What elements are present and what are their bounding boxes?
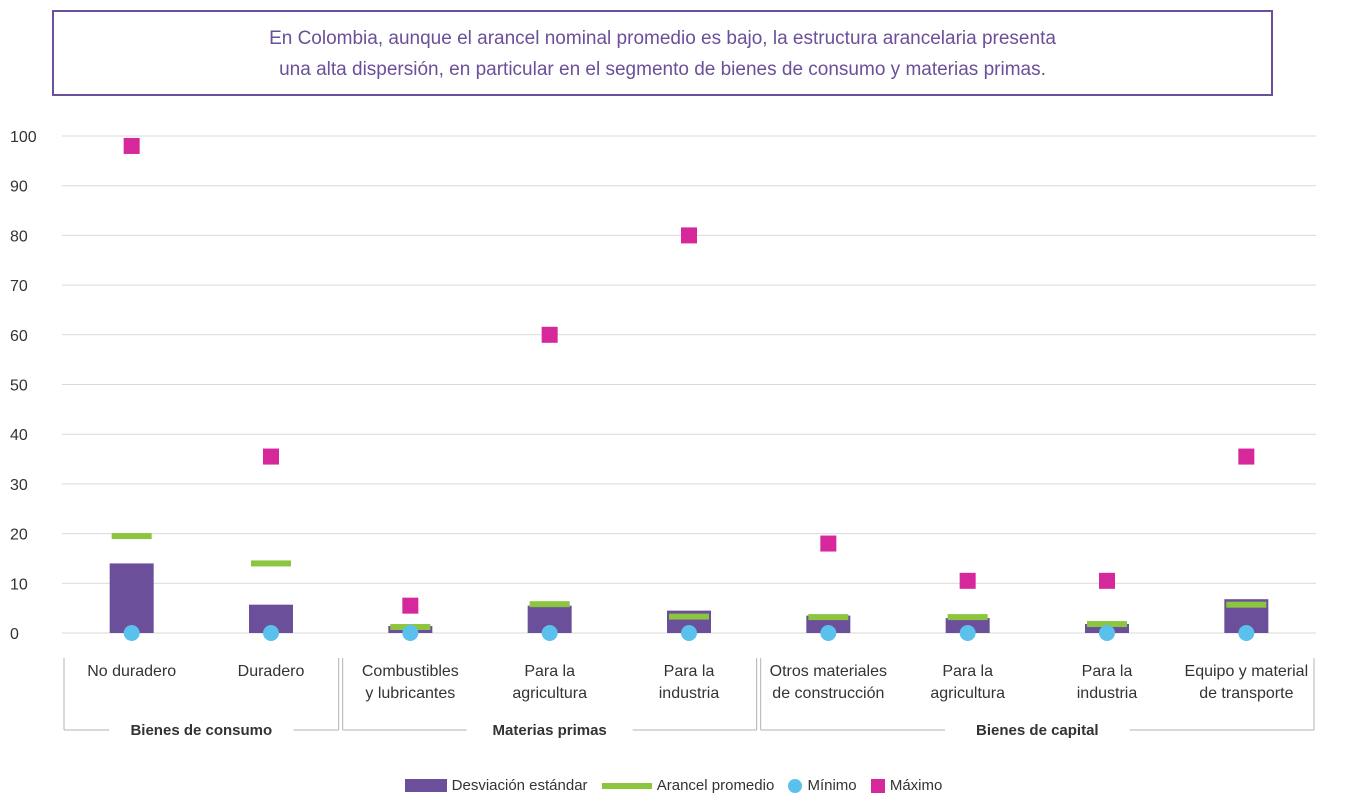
y-tick-label: 80 <box>10 228 28 245</box>
legend: Desviación estándar Arancel promedio Mín… <box>0 776 1347 794</box>
x-category-label-line: industria <box>659 685 720 702</box>
max-marker <box>541 326 558 343</box>
max-marker <box>681 227 697 244</box>
max-marker <box>1099 572 1115 589</box>
y-tick-label: 50 <box>10 378 28 395</box>
mean-marker <box>251 560 291 567</box>
max-marker <box>402 597 419 614</box>
mean-marker <box>529 601 570 608</box>
std-bar <box>109 563 154 633</box>
max-marker <box>820 535 837 552</box>
legend-item-std: Desviación estándar <box>404 776 588 794</box>
legend-swatch-max <box>870 778 885 793</box>
group-label: Materias primas <box>493 722 607 739</box>
mean-marker <box>669 613 709 620</box>
x-category-label: Equipo y material de transporte <box>1185 663 1309 702</box>
x-category-label-line: Combustibles <box>362 663 459 680</box>
legend-label-max: Máximo <box>889 776 943 794</box>
mean-marker <box>1226 601 1267 608</box>
x-category-label-line: industria <box>1077 685 1138 702</box>
max-marker <box>263 448 279 465</box>
x-category-label: Combustibles y lubricantes <box>362 663 459 702</box>
chart-title-box: En Colombia, aunque el arancel nominal p… <box>52 10 1273 96</box>
max-marker <box>123 137 140 154</box>
y-tick-label: 10 <box>10 576 28 593</box>
min-marker <box>959 625 976 641</box>
min-marker <box>541 625 558 641</box>
x-category-label-line: Para la <box>664 663 715 680</box>
min-marker <box>681 625 697 641</box>
min-marker <box>402 625 419 641</box>
legend-item-min: Mínimo <box>788 776 857 794</box>
y-tick-label: 0 <box>10 626 19 643</box>
legend-swatch-min <box>788 778 803 793</box>
x-category-label: Para la industria <box>1077 663 1138 702</box>
x-category-label-line: Para la <box>524 663 575 680</box>
x-category-label: Duradero <box>238 663 305 680</box>
min-marker <box>1099 625 1115 641</box>
x-category-label-line: Para la <box>942 663 993 680</box>
x-category-label: Para la agricultura <box>512 663 587 702</box>
legend-item-mean: Arancel promedio <box>601 776 775 794</box>
mean-marker <box>111 533 152 540</box>
legend-label-mean: Arancel promedio <box>656 776 775 794</box>
y-tick-label: 100 <box>10 129 37 146</box>
group-label: Bienes de consumo <box>130 722 272 739</box>
x-category-label-line: Duradero <box>238 663 305 680</box>
max-marker <box>1238 448 1255 465</box>
min-marker <box>1238 625 1255 641</box>
x-category-label: Para la industria <box>659 663 720 702</box>
x-category-label-line: Equipo y material <box>1185 663 1309 680</box>
x-category-label-line: agricultura <box>512 685 587 702</box>
x-category-label-line: de transporte <box>1199 685 1293 702</box>
x-category-label: No duradero <box>87 663 176 680</box>
y-tick-label: 20 <box>10 527 28 544</box>
group-label: Bienes de capital <box>976 722 1099 739</box>
chart-canvas: 0 10 20 30 40 50 60 70 80 90 100 No duradero Durader… <box>10 129 1316 739</box>
y-tick-label: 30 <box>10 477 28 494</box>
min-marker <box>820 625 837 641</box>
mean-marker <box>1087 621 1127 628</box>
legend-item-max: Máximo <box>870 776 943 794</box>
x-category-label: Otros materiales de construcción <box>770 663 887 702</box>
legend-label-min: Mínimo <box>807 776 857 794</box>
legend-swatch-mean <box>601 782 652 789</box>
y-tick-label: 70 <box>10 278 28 295</box>
mean-marker <box>947 614 988 621</box>
chart-title-line-1: En Colombia, aunque el arancel nominal p… <box>269 28 1056 49</box>
y-tick-label: 90 <box>10 179 28 196</box>
min-marker <box>263 625 279 641</box>
legend-swatch-std <box>404 779 447 793</box>
max-marker <box>959 572 976 589</box>
mean-marker <box>808 614 849 621</box>
x-category-label-line: y lubricantes <box>365 685 455 702</box>
min-marker <box>123 625 140 641</box>
x-category-label: Para la agricultura <box>930 663 1005 702</box>
y-tick-label: 60 <box>10 328 28 345</box>
x-category-label-line: Para la <box>1082 663 1133 680</box>
x-category-label-line: No duradero <box>87 663 176 680</box>
y-tick-label: 40 <box>10 427 28 444</box>
x-category-label-line: de construcción <box>772 685 884 702</box>
legend-label-std: Desviación estándar <box>451 776 588 794</box>
chart-title-line-2: una alta dispersión, en particular en el… <box>279 59 1046 80</box>
x-category-label-line: agricultura <box>930 685 1005 702</box>
x-category-label-line: Otros materiales <box>770 663 887 680</box>
